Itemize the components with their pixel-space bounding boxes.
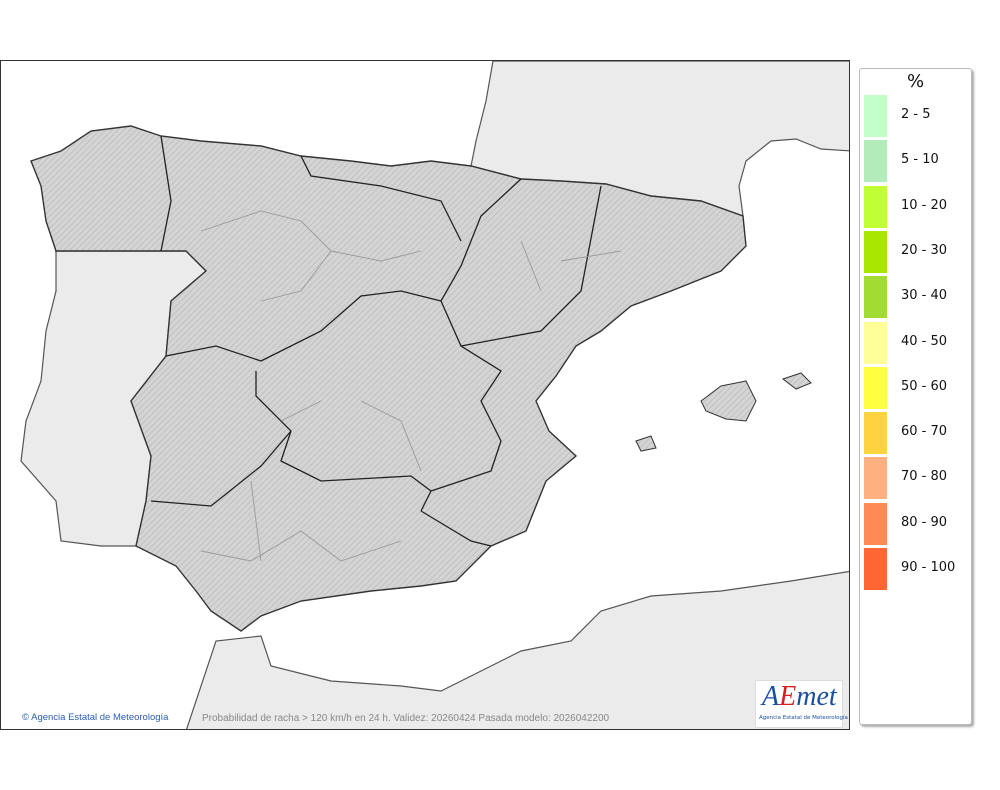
map-svg xyxy=(20,61,849,729)
legend-item: 70 - 80 xyxy=(864,457,969,500)
map-frame[interactable] xyxy=(0,60,850,730)
copyright-icon: © xyxy=(22,712,29,723)
legend-swatch xyxy=(864,140,887,183)
legend-label: 50 - 60 xyxy=(901,378,948,394)
legend-label: 90 - 100 xyxy=(901,560,956,575)
legend: % 2 - 5 5 - 10 10 - 20 20 - 30 30 - 40 40 - 5… xyxy=(859,68,972,725)
mallorca xyxy=(700,380,757,422)
legend-swatch xyxy=(864,366,887,409)
legend-item: 20 - 30 xyxy=(864,230,969,273)
legend-label: 20 - 30 xyxy=(901,242,948,258)
legend-item: 50 - 60 xyxy=(864,366,969,409)
legend-item: 60 - 70 xyxy=(864,412,969,455)
copyright-notice[interactable]: © Agencia Estatal de Meteorología xyxy=(22,712,168,723)
legend-swatch xyxy=(864,230,887,273)
map-caption: Probabilidad de racha > 120 km/h en 24 h… xyxy=(202,713,610,724)
legend-item: 2 - 5 xyxy=(864,95,969,137)
legend-label: 10 - 20 xyxy=(901,197,948,213)
legend-item: 90 - 100 xyxy=(864,548,969,590)
legend-item: 5 - 10 xyxy=(864,140,969,183)
legend-title: % xyxy=(906,71,925,92)
aemet-logo: AEmet Agencia Estatal de Meteorología xyxy=(755,680,848,728)
legend-item: 80 - 90 xyxy=(864,502,969,545)
copyright-text: Agencia Estatal de Meteorología xyxy=(31,712,169,723)
legend-label: 5 - 10 xyxy=(901,152,939,168)
legend-swatch xyxy=(864,548,887,590)
legend-item: 30 - 40 xyxy=(864,276,969,319)
legend-swatch xyxy=(864,502,887,545)
legend-swatch xyxy=(864,321,887,364)
ibiza xyxy=(635,435,657,452)
legend-label: 2 - 5 xyxy=(901,107,931,122)
legend-item: 40 - 50 xyxy=(864,321,969,364)
legend-item: 10 - 20 xyxy=(864,185,969,228)
spain-land xyxy=(30,125,747,632)
menorca xyxy=(781,372,812,390)
legend-swatch xyxy=(864,457,887,500)
region-borders xyxy=(150,135,602,547)
africa-land xyxy=(186,570,849,729)
legend-label: 70 - 80 xyxy=(901,469,948,485)
legend-label: 80 - 90 xyxy=(901,514,948,530)
legend-swatch xyxy=(864,185,887,228)
legend-swatch xyxy=(864,95,887,137)
legend-swatch xyxy=(864,276,887,319)
legend-label: 40 - 50 xyxy=(901,333,948,349)
legend-label: 30 - 40 xyxy=(901,288,948,304)
legend-label: 60 - 70 xyxy=(901,424,948,440)
legend-swatch xyxy=(864,412,887,455)
